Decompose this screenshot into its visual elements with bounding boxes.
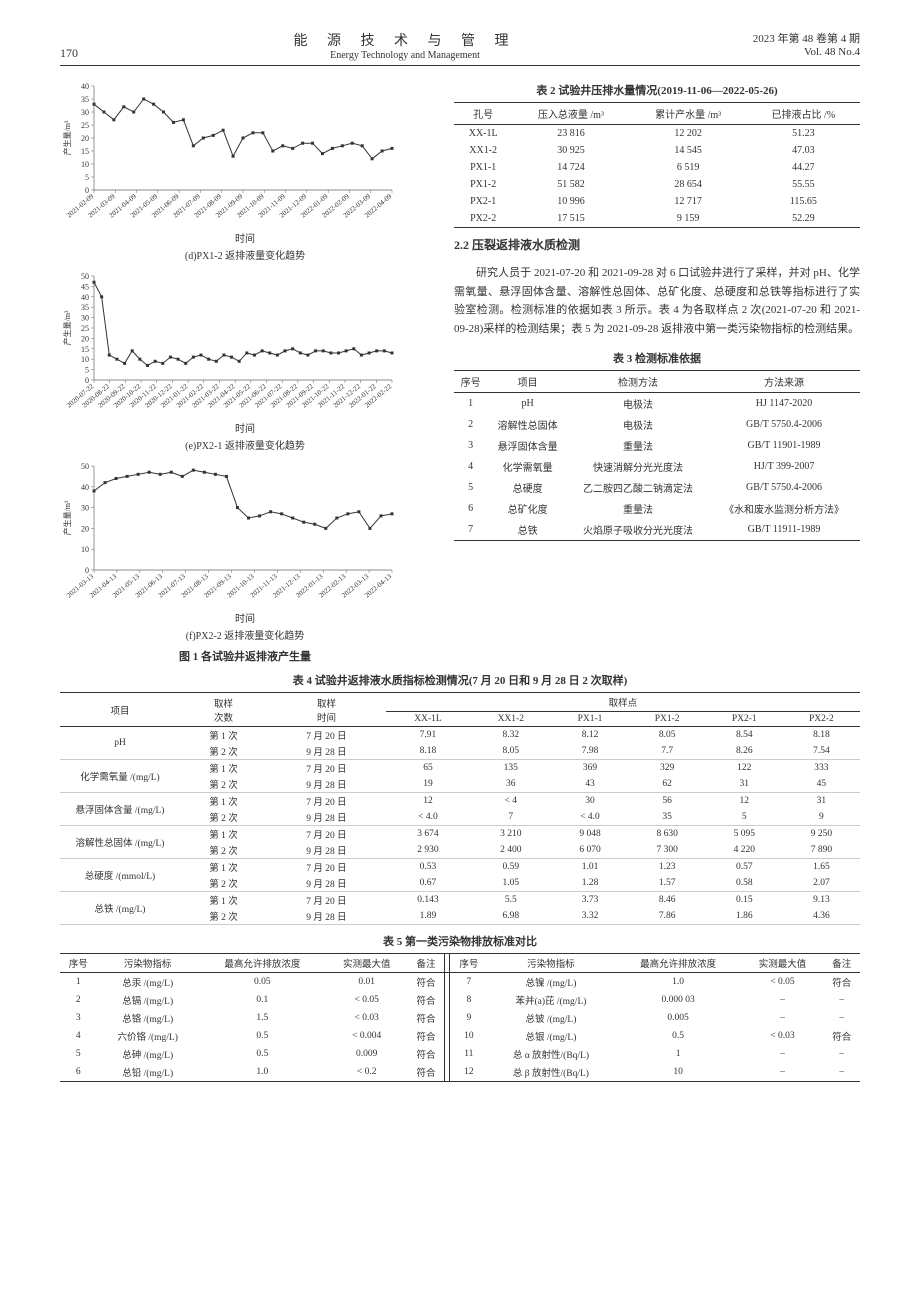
svg-text:30: 30: [81, 108, 89, 117]
svg-text:30: 30: [81, 504, 89, 513]
section-2-2-para: 研究人员于 2021-07-20 和 2021-09-28 对 6 口试验井进行…: [454, 264, 860, 339]
svg-text:45: 45: [81, 282, 89, 291]
chart-f-caption: (f)PX2-2 返排液量变化趋势: [60, 627, 430, 642]
svg-text:10: 10: [81, 545, 89, 554]
svg-text:20: 20: [81, 524, 89, 533]
page-number: 170: [60, 46, 120, 61]
chart-d: 0510152025303540产生量/m³2021-02-092021-03-…: [60, 78, 430, 262]
journal-title-cn: 能 源 技 术 与 管 理: [120, 30, 690, 50]
svg-text:40: 40: [81, 82, 89, 91]
svg-text:10: 10: [81, 160, 89, 169]
right-column: 表 2 试验井压排水量情况(2019-11-06—2022-05-26) 孔号压…: [454, 78, 860, 664]
svg-text:产生量/m³: 产生量/m³: [62, 120, 72, 155]
chart-e-caption: (e)PX2-1 返排液量变化趋势: [60, 437, 430, 452]
svg-text:15: 15: [81, 345, 89, 354]
chart-xlabel-d: 时间: [60, 230, 430, 245]
table5-section: 表 5 第一类污染物排放标准对比 序号污染物指标最高允许排放浓度实测最大值备注序…: [60, 933, 860, 1082]
journal-title-en: Energy Technology and Management: [120, 50, 690, 61]
svg-text:40: 40: [81, 293, 89, 302]
table4: 项目取样次数取样时间取样点XX-1LXX1-2PX1-1PX1-2PX2-1PX…: [60, 692, 860, 925]
svg-text:20: 20: [81, 134, 89, 143]
chart-xlabel-e: 时间: [60, 420, 430, 435]
table5-title: 表 5 第一类污染物排放标准对比: [60, 933, 860, 949]
svg-text:50: 50: [81, 462, 89, 471]
svg-text:35: 35: [81, 95, 89, 104]
page-header: 170 能 源 技 术 与 管 理 Energy Technology and …: [60, 30, 860, 66]
chart-f: 01020304050产生量/m³2021-03-132021-04-13202…: [60, 458, 430, 642]
svg-text:产生量/m³: 产生量/m³: [62, 500, 72, 535]
table4-section: 表 4 试验井返排液水质指标检测情况(7 月 20 日和 9 月 28 日 2 …: [60, 672, 860, 925]
svg-text:25: 25: [81, 324, 89, 333]
svg-text:10: 10: [81, 355, 89, 364]
svg-text:25: 25: [81, 121, 89, 130]
svg-text:5: 5: [85, 366, 89, 375]
table2: 孔号压入总液量 /m³累计产水量 /m³已排液占比 /%XX-1L23 8161…: [454, 102, 860, 228]
table3: 序号项目检测方法方法来源1pH电极法HJ 1147-20202溶解性总固体电极法…: [454, 370, 860, 541]
chart-d-caption: (d)PX1-2 返排液量变化趋势: [60, 247, 430, 262]
issue-line1: 2023 年第 48 卷第 4 期: [690, 30, 860, 46]
svg-text:30: 30: [81, 314, 89, 323]
chart-f-svg: 01020304050产生量/m³2021-03-132021-04-13202…: [60, 458, 400, 608]
svg-text:35: 35: [81, 303, 89, 312]
section-2-2-title: 2.2 压裂返排液水质检测: [454, 236, 860, 253]
table2-title: 表 2 试验井压排水量情况(2019-11-06—2022-05-26): [454, 82, 860, 98]
issue-line2: Vol. 48 No.4: [690, 46, 860, 58]
table3-title: 表 3 检测标准依据: [454, 350, 860, 366]
svg-text:产生量/m³: 产生量/m³: [62, 310, 72, 345]
svg-text:5: 5: [85, 173, 89, 182]
chart-d-svg: 0510152025303540产生量/m³2021-02-092021-03-…: [60, 78, 400, 228]
svg-text:15: 15: [81, 147, 89, 156]
chart-e: 05101520253035404550产生量/m³2020-07-222020…: [60, 268, 430, 452]
svg-text:40: 40: [81, 483, 89, 492]
svg-text:20: 20: [81, 334, 89, 343]
chart-e-svg: 05101520253035404550产生量/m³2020-07-222020…: [60, 268, 400, 418]
table4-title: 表 4 试验井返排液水质指标检测情况(7 月 20 日和 9 月 28 日 2 …: [60, 672, 860, 688]
chart-xlabel-f: 时间: [60, 610, 430, 625]
fig1-caption: 图 1 各试验井返排液产生量: [60, 648, 430, 664]
table5: 序号污染物指标最高允许排放浓度实测最大值备注序号污染物指标最高允许排放浓度实测最…: [60, 953, 860, 1082]
svg-text:50: 50: [81, 272, 89, 281]
left-column: 0510152025303540产生量/m³2021-02-092021-03-…: [60, 78, 430, 664]
